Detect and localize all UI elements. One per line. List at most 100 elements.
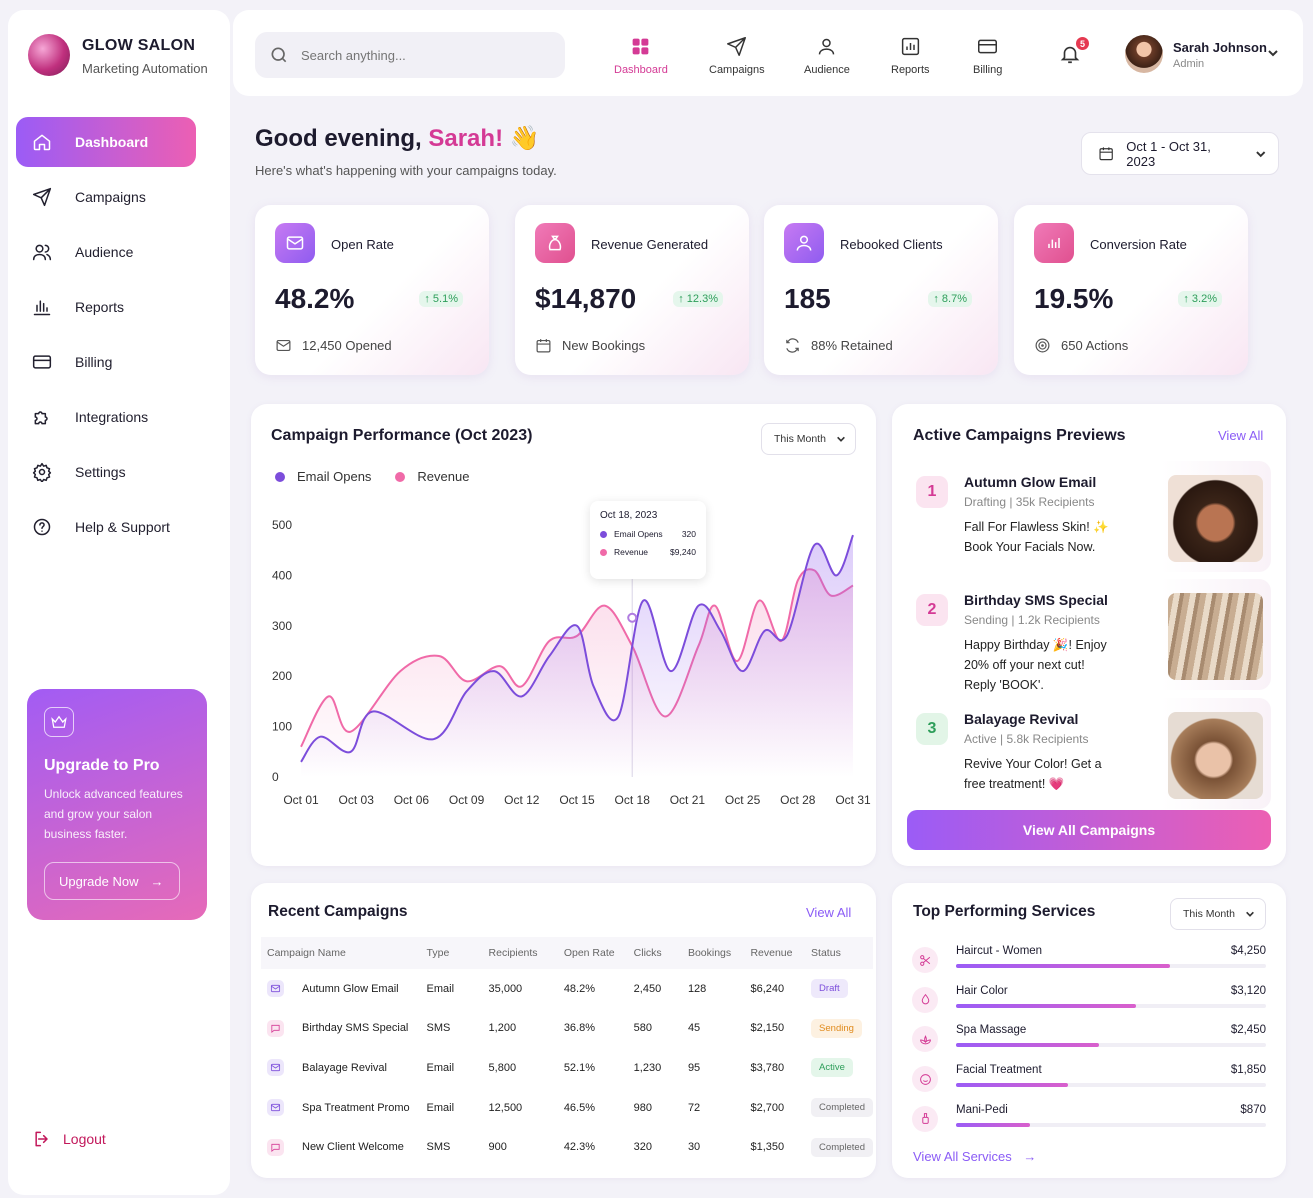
x-tick-label: Oct 15 <box>559 793 595 807</box>
sidebar-item-dashboard[interactable]: Dashboard <box>16 117 196 167</box>
table-row[interactable]: Balayage Revival Email 5,800 52.1% 1,230 95 $3… <box>261 1048 873 1088</box>
chart-legend: Email Opens Revenue <box>275 469 469 484</box>
bookings-cell: 72 <box>687 1101 701 1114</box>
campaign-message: Fall For Flawless Skin! ✨ Book Your Faci… <box>964 520 1109 554</box>
logout-button[interactable]: Logout <box>32 1129 106 1149</box>
kpi-value: 19.5% <box>1034 283 1114 314</box>
view-all-campaigns-button[interactable]: View All Campaigns <box>907 810 1271 850</box>
sidebar-item-label: Campaigns <box>75 189 146 205</box>
sidebar-item-audience[interactable]: Audience <box>16 227 196 277</box>
kpi-change-badge: ↑ 12.3% <box>673 291 723 307</box>
top-nav-dashboard[interactable]: Dashboard <box>614 36 668 76</box>
bar-chart-icon <box>32 297 52 317</box>
status-cell: Sending <box>805 1009 873 1049</box>
page-title: Good evening, Sarah! 👋 <box>255 124 540 153</box>
sidebar-item-billing[interactable]: Billing <box>16 337 196 387</box>
service-bar-fill <box>956 1003 1136 1008</box>
services-period-select[interactable]: This Month <box>1170 898 1266 930</box>
column-header: Campaign Name <box>261 937 421 969</box>
performance-period-select[interactable]: This Month <box>761 423 856 455</box>
table-row[interactable]: New Client Welcome SMS 900 42.3% 320 30 $1,350… <box>261 1127 873 1167</box>
campaign-meta: Drafting | 35k Recipients <box>964 495 1095 509</box>
mail-icon <box>267 1099 284 1117</box>
arrow-right-icon: → <box>150 873 164 889</box>
y-tick-label: 200 <box>272 669 292 683</box>
kpi-sub: New Bookings <box>535 337 645 354</box>
greeting-name: Sarah! <box>428 125 504 152</box>
campaign-message: Happy Birthday 🎉! Enjoy 20% off your nex… <box>964 638 1107 692</box>
sidebar-item-label: Dashboard <box>75 134 149 150</box>
sidebar-item-integrations[interactable]: Integrations <box>16 392 196 442</box>
email-opens-line <box>300 534 854 763</box>
bookings-cell: 128 <box>687 982 707 995</box>
top-nav-campaigns[interactable]: Campaigns <box>709 36 765 76</box>
scissors-icon <box>912 947 938 973</box>
top-nav-reports[interactable]: Reports <box>891 36 930 76</box>
service-item: Mani-Pedi $870 <box>912 1104 1266 1142</box>
table-row[interactable]: Birthday SMS Special SMS 1,200 36.8% 580 45 $2… <box>261 1009 873 1049</box>
kpi-card-revenue: Revenue Generated $14,870 ↑ 12.3% New Bo… <box>515 205 749 375</box>
campaign-preview-item[interactable]: 2 Birthday SMS Special Sending | 1.2k Re… <box>905 579 1271 692</box>
recent-campaigns-card: Recent Campaigns View All Campaign Name … <box>251 883 876 1178</box>
top-nav-billing[interactable]: Billing <box>973 36 1002 76</box>
table-row[interactable]: Autumn Glow Email Email 35,000 48.2% 2,450 12… <box>261 969 873 1009</box>
calendar-icon <box>536 339 551 353</box>
logout-label: Logout <box>63 1131 106 1147</box>
user-icon <box>784 223 824 263</box>
user-icon <box>819 38 835 55</box>
type-cell: SMS <box>426 1141 451 1154</box>
kpi-change-badge: ↑ 5.1% <box>419 291 463 307</box>
table-row[interactable]: Spa Treatment Promo Email 12,500 46.5% 980 72… <box>261 1088 873 1128</box>
droplet-icon <box>912 986 938 1013</box>
credit-card-icon <box>978 39 998 54</box>
search-input[interactable] <box>301 47 541 63</box>
service-bar <box>956 1003 1266 1008</box>
sidebar-item-help[interactable]: Help & Support <box>16 502 196 552</box>
revenue-cell: $2,150 <box>750 1022 785 1035</box>
type-cell: Email <box>426 982 455 995</box>
campaign-preview-item[interactable]: 3 Balayage Revival Active | 5.8k Recipie… <box>905 698 1271 809</box>
mail-icon <box>276 339 291 352</box>
kpi-sub-label: New Bookings <box>562 338 646 353</box>
tooltip-row: Revenue $9,240 <box>600 547 696 557</box>
notifications-button[interactable]: 5 <box>1059 35 1091 70</box>
top-nav-label: Reports <box>891 64 930 76</box>
calendar-icon <box>1099 147 1113 161</box>
status-badge: Completed <box>811 1137 873 1157</box>
clicks-cell: 320 <box>633 1141 653 1154</box>
salon-logo <box>28 34 70 76</box>
recent-campaigns-view-all[interactable]: View All <box>806 905 852 920</box>
credit-card-icon <box>32 352 52 372</box>
money-bag-icon <box>535 223 575 263</box>
date-range-picker[interactable]: Oct 1 - Oct 31, 2023 <box>1081 132 1279 175</box>
kpi-change: 8.7% <box>941 293 967 305</box>
kpi-sub: 650 Actions <box>1034 337 1128 354</box>
campaign-preview-item[interactable]: 1 Autumn Glow Email Drafting | 35k Recip… <box>905 461 1271 572</box>
tooltip-value: $9,240 <box>670 547 696 557</box>
campaign-meta: Sending | 1.2k Recipients <box>964 613 1100 627</box>
brand-subtitle: Marketing Automation <box>82 61 208 76</box>
top-nav-audience[interactable]: Audience <box>804 36 850 76</box>
kpi-label: Rebooked Clients <box>840 237 943 252</box>
user-menu-toggle[interactable] <box>1267 46 1279 64</box>
y-tick-label: 0 <box>272 770 279 784</box>
kpi-card-rebooked: Rebooked Clients 185 ↑ 8.7% 88% Retained <box>764 205 998 375</box>
view-all-services-link[interactable]: View All Services → <box>913 1149 1036 1164</box>
x-tick-label: Oct 12 <box>504 793 540 807</box>
period-label: This Month <box>1183 908 1235 920</box>
active-campaigns-view-all[interactable]: View All <box>1218 428 1264 443</box>
campaign-name-cell: Spa Treatment Promo <box>261 1088 421 1128</box>
avatar[interactable] <box>1125 35 1163 73</box>
sidebar-item-campaigns[interactable]: Campaigns <box>16 172 196 222</box>
sidebar-item-reports[interactable]: Reports <box>16 282 196 332</box>
view-all-services-label: View All Services <box>913 1149 1012 1164</box>
kpi-sub: 12,450 Opened <box>275 337 392 354</box>
upgrade-now-button[interactable]: Upgrade Now → <box>44 862 180 900</box>
sidebar-item-settings[interactable]: Settings <box>16 447 196 497</box>
recent-campaigns-table: Campaign Name Type Recipients Open Rate … <box>261 937 873 1167</box>
tooltip-dot <box>600 548 607 556</box>
mail-icon <box>267 1059 284 1077</box>
email-opens-area <box>301 535 853 777</box>
tooltip-label: Email Opens <box>614 529 663 539</box>
kpi-change: 12.3% <box>686 293 718 305</box>
